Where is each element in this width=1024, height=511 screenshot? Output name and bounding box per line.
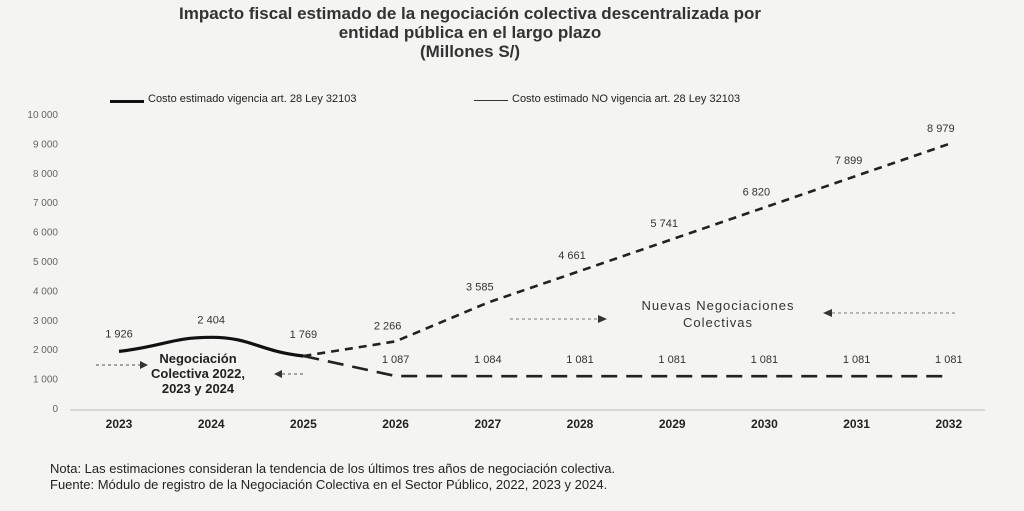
y-tick-label: 3 000 xyxy=(33,316,58,327)
series-1-data-label: 1 081 xyxy=(751,354,779,366)
y-tick-label: 2 000 xyxy=(33,345,58,356)
series-2-data-label: 2 266 xyxy=(374,320,402,332)
series-2-dashed-line xyxy=(303,142,950,358)
series-1-data-label: 1 084 xyxy=(474,354,502,366)
series-1-data-label: 1 769 xyxy=(290,329,318,341)
y-tick-label: 6 000 xyxy=(33,228,58,239)
series-1-data-label: 1 081 xyxy=(658,354,686,366)
y-tick-label: 7 000 xyxy=(33,198,58,209)
y-tick-label: 9 000 xyxy=(33,139,58,150)
series-2-data-label: 7 899 xyxy=(835,155,863,167)
x-tick-label: 2027 xyxy=(474,417,501,431)
annotation-historic-text: 2023 y 2024 xyxy=(162,381,235,396)
series-1-dashed-line xyxy=(303,354,949,378)
annotation-new-text: Nuevas Negociaciones xyxy=(642,298,795,313)
series-1-data-label: 1 081 xyxy=(566,354,594,366)
x-tick-label: 2025 xyxy=(290,417,317,431)
x-tick-label: 2030 xyxy=(751,417,778,431)
y-tick-label: 0 xyxy=(52,404,58,415)
x-tick-label: 2023 xyxy=(106,417,133,431)
legend-swatch-solid xyxy=(110,100,144,103)
series-2-data-label: 6 820 xyxy=(743,186,771,198)
chart-title-line-1: Impacto fiscal estimado de la negociació… xyxy=(179,4,761,23)
series-2-data-label: 4 661 xyxy=(558,250,586,262)
x-tick-label: 2032 xyxy=(935,417,962,431)
series-1-data-label: 1 087 xyxy=(382,354,410,366)
series-2-data-label: 5 741 xyxy=(650,218,678,230)
annotation-arrowhead-left xyxy=(140,361,148,369)
series-1-data-label: 1 081 xyxy=(935,354,963,366)
series-1-data-label: 1 926 xyxy=(105,328,133,340)
series-1-solid-line xyxy=(118,335,304,358)
chart-title-line-3: (Millones S/) xyxy=(419,42,521,61)
x-tick-label: 2031 xyxy=(843,417,870,431)
annotation-historic-text: Colectiva 2022, xyxy=(151,366,245,381)
x-tick-label: 2024 xyxy=(198,417,225,431)
chart-title-line-2: entidad pública en el largo plazo xyxy=(338,23,602,42)
y-tick-label: 8 000 xyxy=(33,169,58,180)
annotation-new-arrowhead-left xyxy=(598,315,607,323)
series-2-data-label: 8 979 xyxy=(927,123,955,135)
source-text: Fuente: Módulo de registro de la Negocia… xyxy=(50,477,608,492)
legend-label-series-1: Costo estimado vigencia art. 28 Ley 3210… xyxy=(148,93,357,105)
chart-notes: Nota: Las estimaciones consideran la ten… xyxy=(50,461,615,493)
note-text: Nota: Las estimaciones consideran la ten… xyxy=(50,461,616,476)
y-tick-label: 5 000 xyxy=(33,257,58,268)
x-tick-label: 2028 xyxy=(567,417,594,431)
legend-label-series-2: Costo estimado NO vigencia art. 28 Ley 3… xyxy=(512,93,741,105)
x-tick-label: 2026 xyxy=(382,417,409,431)
annotation-new-text: Colectivas xyxy=(683,315,753,330)
chart-title: Impacto fiscal estimado de la negociació… xyxy=(0,4,940,61)
annotation-new-arrowhead-right xyxy=(823,309,832,317)
legend-swatch-dashed xyxy=(474,100,508,101)
x-tick-label: 2029 xyxy=(659,417,686,431)
annotation-historic-text: Negociación xyxy=(159,351,236,366)
series-1-data-label: 2 404 xyxy=(197,314,225,326)
y-tick-label: 1 000 xyxy=(33,375,58,386)
series-2-data-label: 3 585 xyxy=(466,282,494,294)
series-1-data-label: 1 081 xyxy=(843,354,871,366)
y-tick-label: 4 000 xyxy=(33,286,58,297)
y-tick-label: 10 000 xyxy=(27,110,58,121)
annotation-arrowhead-right xyxy=(274,370,282,378)
